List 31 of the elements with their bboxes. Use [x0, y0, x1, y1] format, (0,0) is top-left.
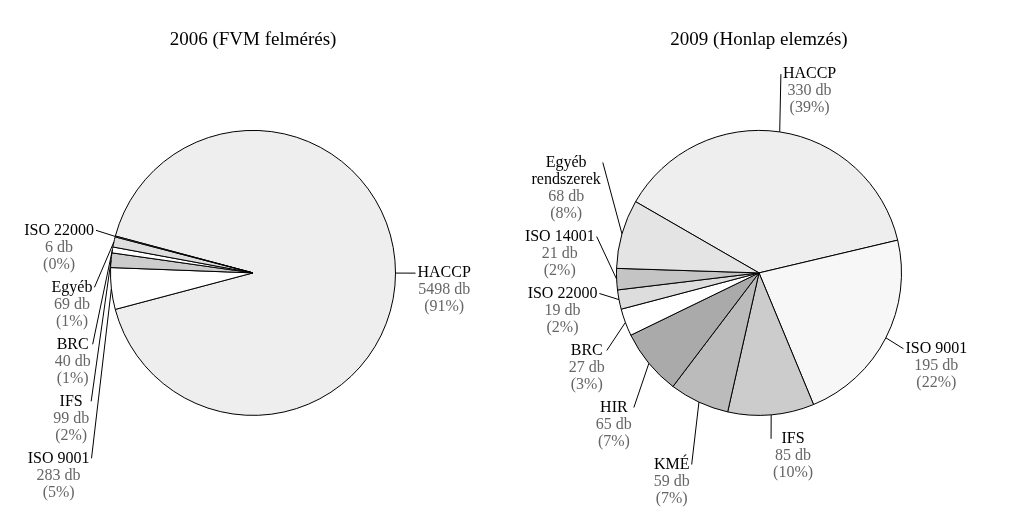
slice-label: Egyéb rendszerek: [531, 152, 601, 187]
slice-label: KMÉ: [653, 453, 690, 472]
slice-label: HACCP: [782, 64, 837, 82]
chart-title: 2006 (FVM felmérés): [169, 28, 337, 51]
data-label: 195 db (22%): [914, 355, 959, 391]
data-label: 27 db (3%): [568, 357, 605, 393]
data-label: 330 db (39%): [787, 81, 832, 117]
slice-label: ISO 22000: [527, 283, 598, 301]
data-label: 6 db (0%): [43, 237, 76, 273]
slice-label: HIR: [600, 397, 628, 415]
slice-label: BRC: [56, 334, 89, 352]
data-label: 21 db (2%): [541, 243, 578, 279]
data-label: 68 db (8%): [548, 186, 585, 222]
slice-label: IFS: [781, 428, 805, 446]
data-label: 5498 db (91%): [418, 280, 471, 316]
slice-label: HACCP: [417, 263, 471, 281]
data-label: 59 db (7%): [653, 471, 690, 507]
data-label: 283 db (5%): [36, 465, 81, 501]
slice-label: BRC: [570, 340, 603, 358]
slice-label: Egyéb: [51, 277, 93, 296]
data-label: 65 db (7%): [595, 414, 632, 450]
data-label: 99 db (2%): [53, 408, 90, 444]
chart-title: 2009 (Honlap elemzés): [670, 28, 848, 51]
slice-label: ISO 9001: [905, 338, 968, 356]
slice-label: ISO 22000: [24, 220, 94, 238]
slice-label: ISO 14001: [524, 226, 595, 244]
data-label: 19 db (2%): [544, 300, 581, 336]
slice-label: ISO 9001: [27, 448, 90, 466]
data-label: 85 db (10%): [773, 445, 814, 481]
slice-label: IFS: [59, 391, 83, 409]
data-label: 40 db (1%): [54, 351, 91, 387]
